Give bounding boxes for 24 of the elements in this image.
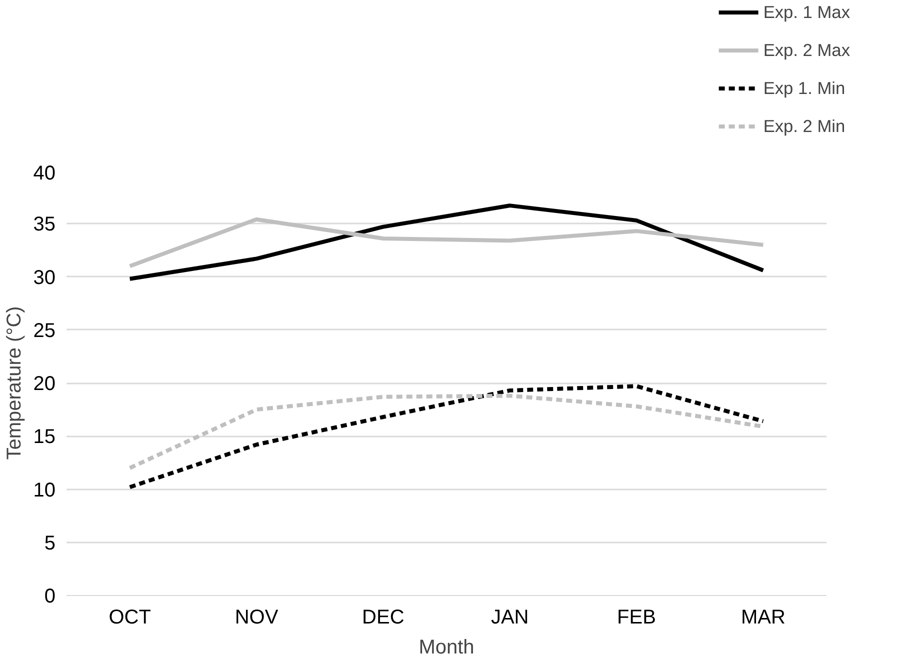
y-tick-label: 5: [44, 532, 56, 554]
legend-label: Exp. 2 Min: [763, 114, 846, 138]
x-tick-label: JAN: [490, 606, 529, 628]
y-tick-label: 0: [44, 586, 56, 608]
y-tick-label: 35: [33, 214, 56, 236]
line-series: [128, 204, 766, 281]
x-tick-label: DEC: [362, 606, 404, 628]
x-tick-label: FEB: [617, 606, 656, 628]
line-series: [128, 384, 766, 490]
legend-label: Exp. 2 Max: [763, 38, 850, 62]
y-tick-label: 40: [33, 162, 56, 184]
x-tick-label: NOV: [234, 606, 279, 628]
line-series: [128, 217, 766, 268]
x-axis-title: Month: [418, 636, 474, 658]
x-tick-label: MAR: [740, 606, 786, 628]
legend-label: Exp 1. Min: [763, 76, 846, 100]
x-tick-label: OCT: [108, 606, 151, 628]
y-tick-label: 10: [33, 479, 56, 502]
y-tick-label: 25: [33, 320, 56, 342]
y-tick-label: 30: [33, 266, 56, 289]
y-tick-label: 15: [33, 426, 56, 448]
y-axis-title: Temperature (°C): [3, 306, 26, 460]
legend-label: Exp. 1 Max: [763, 0, 850, 24]
y-tick-label: 20: [33, 373, 56, 395]
